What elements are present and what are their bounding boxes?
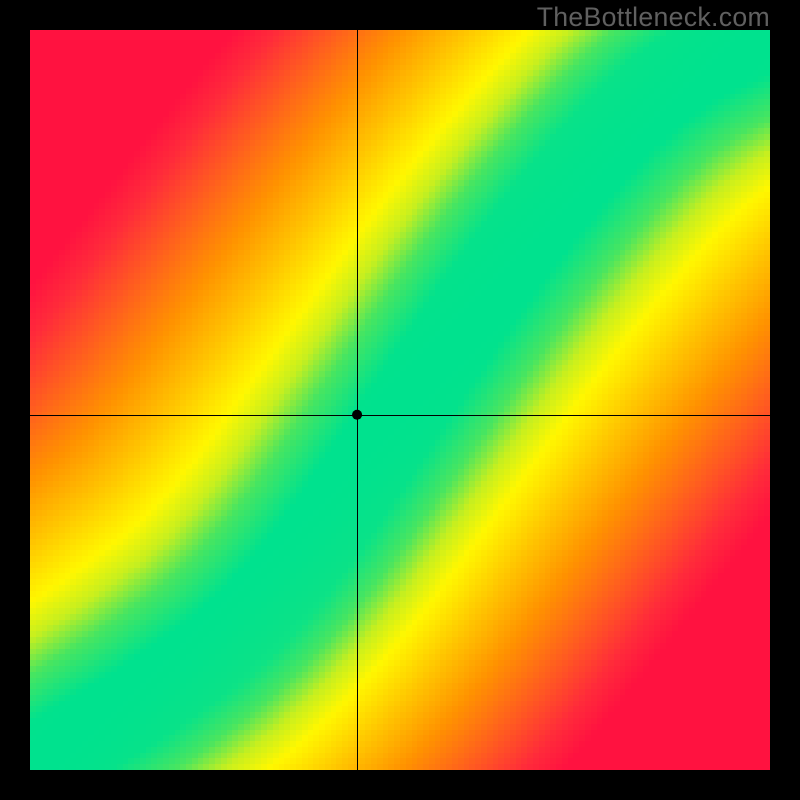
chart-stage: TheBottleneck.com <box>0 0 800 800</box>
bottleneck-heatmap <box>30 30 770 770</box>
watermark-text: TheBottleneck.com <box>537 2 770 33</box>
